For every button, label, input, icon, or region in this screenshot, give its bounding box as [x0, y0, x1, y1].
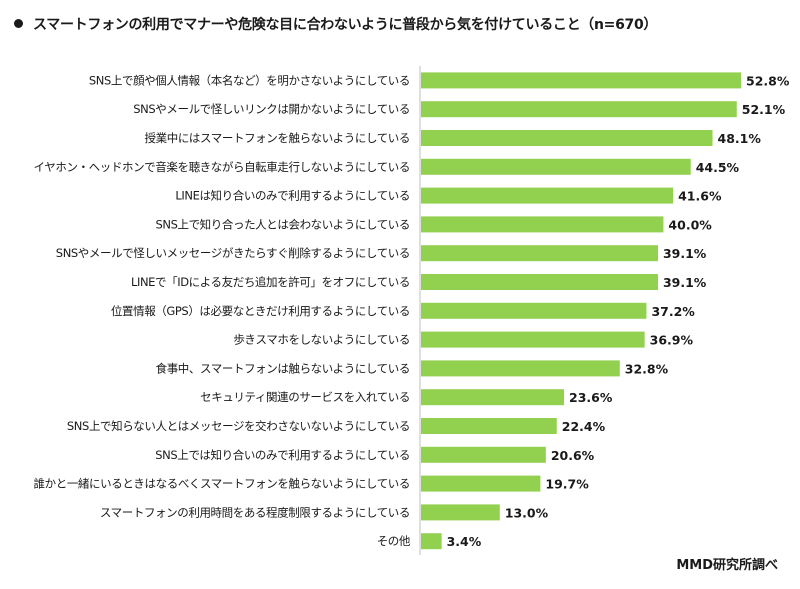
category-label: 授業中にはスマートフォンを触らないようにしている [145, 131, 410, 145]
value-label: 37.2% [651, 304, 695, 319]
bar [421, 274, 658, 290]
value-label: 3.4% [447, 534, 482, 549]
bar [421, 331, 645, 348]
value-label: 44.5% [696, 160, 740, 175]
value-label: 39.1% [663, 246, 707, 261]
value-label: 41.6% [678, 189, 722, 204]
category-label: 誰かと一緒にいるときはなるべくスマートフォンを触らないようにしている [34, 477, 410, 491]
value-label: 23.6% [569, 390, 613, 405]
category-label: SNS上では知り合いのみで利用するようにしている [155, 448, 410, 462]
source-note: MMD研究所調べ [676, 558, 778, 573]
value-label: 13.0% [505, 505, 549, 520]
bar [421, 533, 442, 550]
category-label: SNS上で知らない人とはメッセージを交わさないないようにしている [67, 419, 410, 433]
value-label: 52.8% [746, 73, 790, 88]
bar [421, 245, 658, 262]
chart-title: スマートフォンの利用でマナーや危険な目に合わないように普段から気を付けていること… [14, 14, 657, 34]
category-label: LINEで「IDによる友だち追加を許可」をオフにしている [131, 275, 410, 289]
bar [421, 187, 674, 204]
category-label: 歩きスマホをしないようにしている [233, 333, 410, 347]
value-label: 32.8% [625, 361, 669, 376]
bar [421, 389, 565, 406]
category-label: その他 [377, 534, 411, 548]
bar [421, 130, 713, 146]
bullet-icon [14, 19, 23, 28]
value-label: 36.9% [650, 333, 694, 348]
value-label: 52.1% [742, 102, 786, 117]
bar [421, 475, 541, 492]
bar [421, 302, 647, 319]
bar [421, 216, 664, 233]
category-label: SNSやメールで怪しいメッセージがきたらすぐ削除するようにしている [56, 246, 410, 260]
value-label: 40.0% [668, 217, 712, 232]
bar [421, 101, 737, 118]
category-label: 位置情報（GPS）は必要なときだけ利用するようにしている [111, 304, 410, 318]
category-label: SNS上で知り合った人とは会わないようにしている [155, 217, 410, 231]
bar [421, 360, 620, 377]
category-label: スマートフォンの利用時間をある程度制限するようにしている [100, 505, 410, 519]
value-label: 39.1% [663, 275, 707, 290]
category-label: セキュリティ関連のサービスを入れている [200, 390, 410, 404]
category-label: 食事中、スマートフォンは触らないようにしている [156, 361, 410, 375]
category-label: イヤホン・ヘッドホンで音楽を聴きながら自転車走行しないようにしている [34, 160, 410, 174]
bar [421, 158, 691, 175]
value-label: 48.1% [718, 131, 762, 146]
category-label: LINEは知り合いのみで利用するようにしている [175, 189, 410, 203]
bar [421, 418, 557, 434]
value-label: 22.4% [562, 419, 606, 434]
category-label: SNSやメールで怪しいリンクは開かないようにしている [133, 102, 410, 116]
bar [421, 504, 500, 521]
category-label: SNS上で顔や個人情報（本名など）を明かさないようにしている [89, 73, 410, 87]
bar [421, 72, 741, 89]
bar [421, 446, 546, 463]
value-label: 19.7% [545, 477, 589, 492]
value-label: 20.6% [551, 448, 595, 463]
